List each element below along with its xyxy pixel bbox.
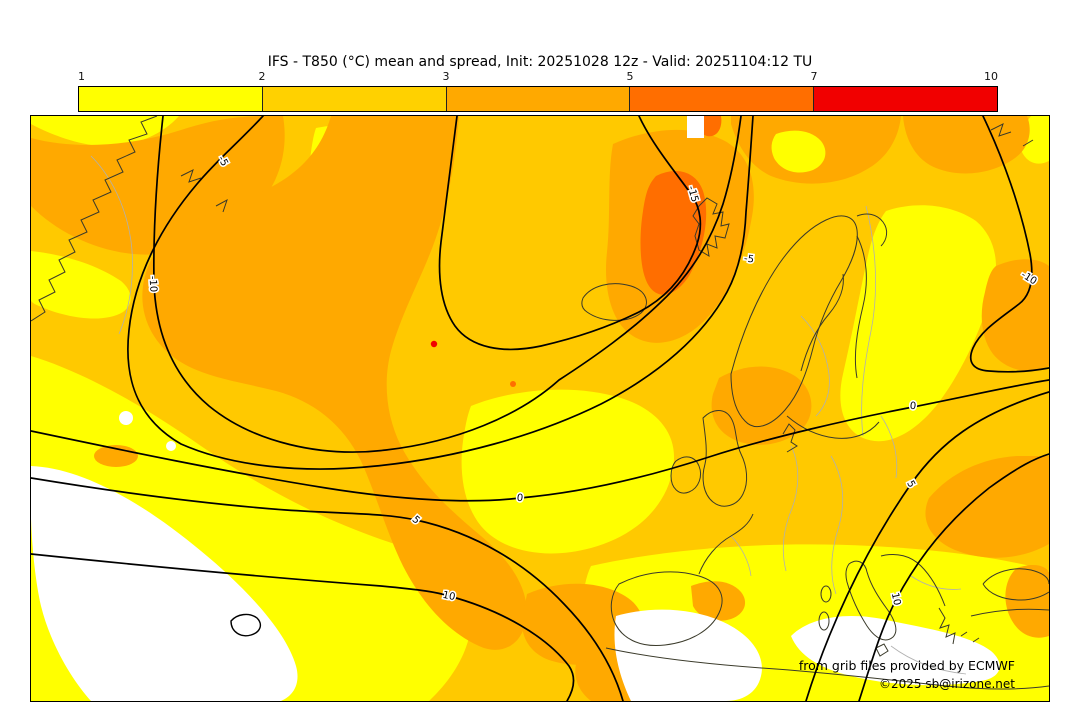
north-africa-coast <box>605 647 1049 690</box>
britain-coast <box>702 410 748 507</box>
iceland-coast <box>581 283 647 321</box>
greenland-coast <box>31 116 158 322</box>
italy-coast <box>845 560 897 641</box>
spread-below-1-regions <box>31 411 1000 701</box>
contour-minus15 <box>438 116 702 351</box>
colorbar-tick: 10 <box>984 70 998 83</box>
ireland-coast <box>670 456 702 494</box>
contour-5-west <box>31 477 624 701</box>
mean-temp-contours <box>31 116 1049 701</box>
spread-7-10-spot <box>430 340 438 348</box>
country-borders <box>90 155 967 675</box>
kola-coast <box>856 213 888 247</box>
contour-5-east <box>805 391 1049 701</box>
black-sea-coast <box>982 568 1049 601</box>
svalbard-coast <box>692 197 730 257</box>
france-coast <box>698 513 754 575</box>
colorbar-segment-2-3 <box>262 87 447 111</box>
colorbar-segment-7-10 <box>814 87 997 111</box>
iberia-coast <box>610 571 723 647</box>
finland-coast <box>854 235 867 379</box>
page-title: IFS - T850 (°C) mean and spread, Init: 2… <box>267 54 813 70</box>
gulf-of-bothnia <box>800 273 844 372</box>
coastlines <box>31 116 1049 690</box>
arctic-islands <box>180 169 228 213</box>
contour-label: 10 <box>442 590 457 603</box>
colorbar-ticks: 1 2 3 5 7 10 <box>78 70 998 84</box>
attribution-copyright: ©2025 sb@irizone.net <box>879 676 1015 691</box>
colorbar: 1 2 3 5 7 10 <box>78 70 998 112</box>
contour-label: -5 <box>743 253 754 265</box>
contour-10-west <box>31 553 575 701</box>
spread-1-2-region-top <box>771 130 826 173</box>
colorbar-tick: 7 <box>810 70 818 83</box>
contour-closed-loop <box>230 613 262 637</box>
greece-coast <box>938 607 980 645</box>
colorbar-tick: 1 <box>78 70 85 83</box>
colorbar-segment-5-7 <box>630 87 815 111</box>
contour-minus10-east <box>969 116 1049 373</box>
attribution: from grib files provided by ECMWF ©2025 … <box>799 657 1015 693</box>
spread-5-7-regions <box>510 116 722 387</box>
contour-minus5 <box>127 116 754 470</box>
colorbar-scale <box>78 86 998 112</box>
denmark-coast <box>782 423 798 453</box>
contour-label: -10 <box>147 276 159 293</box>
weather-map: -5 -15 -10 -5 -10 0 0 5 5 10 10 from gri… <box>30 115 1050 702</box>
contour-label: 0 <box>909 401 916 413</box>
arctic-ne-islands <box>990 123 1034 147</box>
colorbar-tick: 2 <box>258 70 266 83</box>
baltic-coast <box>786 415 880 439</box>
spread-3-5-regions <box>31 116 1049 701</box>
colorbar-segment-3-5 <box>446 87 631 111</box>
sardinia-coast <box>818 611 830 631</box>
colorbar-tick: 3 <box>442 70 450 83</box>
map-top-notch <box>687 116 704 138</box>
corsica-coast <box>820 585 832 603</box>
contour-label: 0 <box>516 493 524 505</box>
contour-minus10-west <box>153 116 742 453</box>
map-canvas: -5 -15 -10 -5 -10 0 0 5 5 10 10 <box>31 116 1049 701</box>
colorbar-tick: 5 <box>626 70 634 83</box>
colorbar-segment-1-2 <box>79 87 263 111</box>
attribution-source: from grib files provided by ECMWF <box>798 658 1015 674</box>
adriatic-coast <box>880 553 946 607</box>
sicily-coast <box>875 643 889 657</box>
contour-10-east <box>858 453 1049 701</box>
contour-0 <box>31 379 1049 502</box>
contour-label: 10 <box>889 592 902 607</box>
turkey-coast <box>970 608 1049 617</box>
scandinavia-coast <box>730 215 858 428</box>
